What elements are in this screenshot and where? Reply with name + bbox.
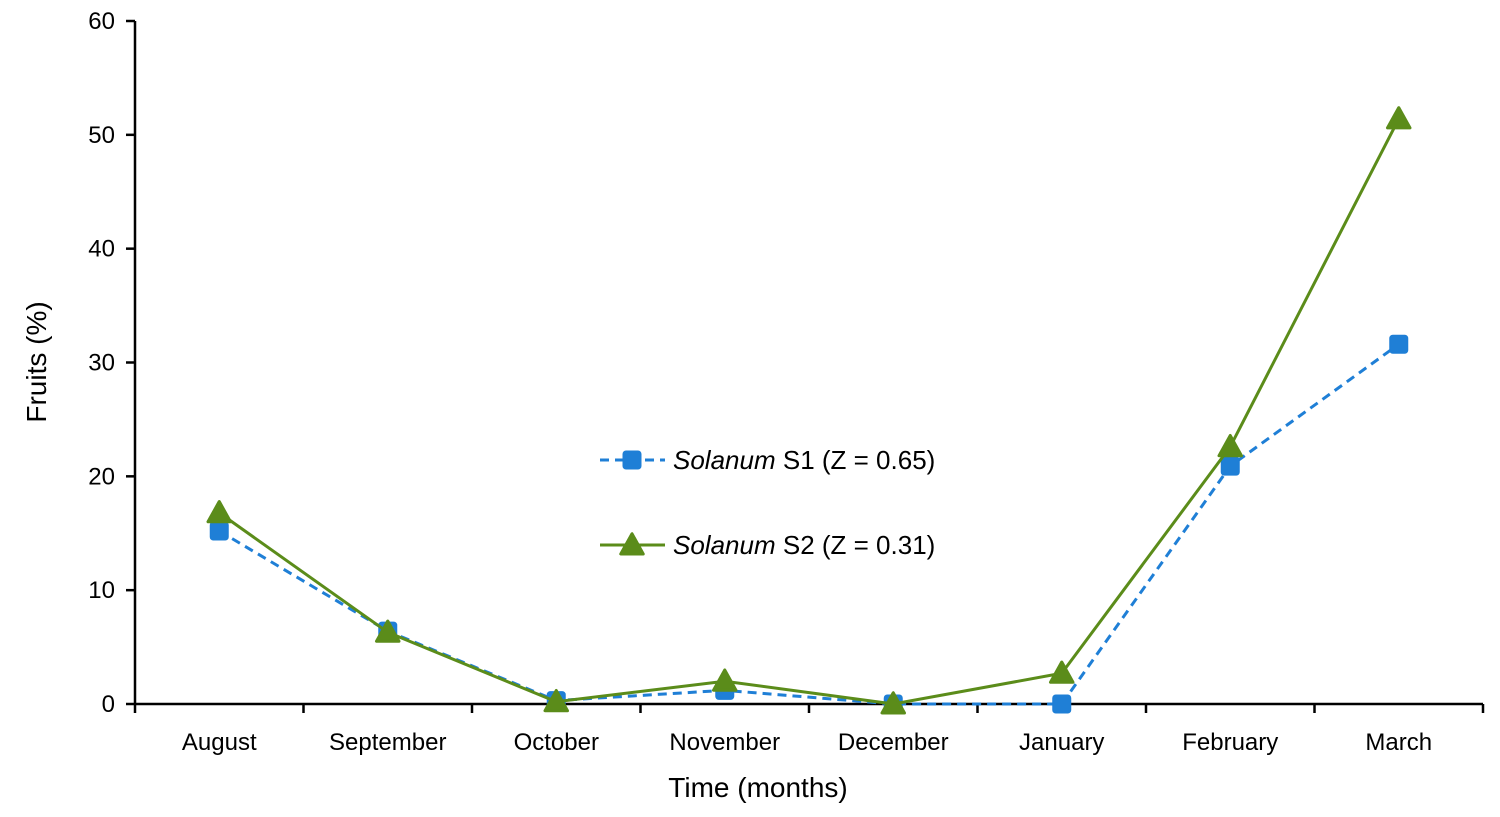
x-tick-label: November	[669, 729, 780, 756]
x-tick-label: October	[514, 729, 599, 756]
series-1	[209, 334, 1409, 714]
x-tick-label: September	[329, 729, 446, 756]
data-point	[543, 688, 569, 713]
y-axis-title: Fruits (%)	[21, 301, 52, 422]
data-point	[209, 521, 229, 541]
data-point	[1220, 456, 1240, 476]
x-tick-label: January	[1019, 729, 1104, 756]
data-point	[1049, 660, 1075, 684]
x-tick-label: December	[838, 729, 949, 756]
y-tick-label: 30	[88, 350, 115, 377]
legend-entry-2: Solanum S2 (Z = 0.31)	[600, 530, 935, 560]
y-tick-label: 50	[88, 122, 115, 149]
series-line	[218, 118, 1401, 706]
axes: 0 10 20 30 40 50 60 August September October Novem…	[88, 8, 1485, 756]
series-line	[218, 343, 1400, 706]
legend-label: Solanum S1 (Z = 0.65)	[673, 445, 935, 475]
data-point	[1217, 433, 1243, 458]
legend-label-rest: S1 (Z = 0.65)	[776, 445, 936, 475]
x-tick-label: August	[182, 729, 257, 756]
data-point	[1389, 334, 1409, 354]
data-point	[712, 668, 738, 692]
y-tick-label: 10	[88, 577, 115, 604]
data-point	[206, 500, 232, 524]
data-point	[1052, 694, 1072, 714]
data-point	[375, 619, 401, 643]
legend-label-rest: S2 (Z = 0.31)	[776, 530, 936, 560]
x-tick-label: March	[1365, 729, 1432, 756]
x-tick-label: February	[1182, 729, 1278, 756]
legend-label: Solanum S2 (Z = 0.31)	[673, 530, 935, 560]
data-point	[880, 691, 906, 715]
legend-label-italic: Solanum	[673, 445, 776, 475]
y-tick-label: 20	[88, 463, 115, 490]
legend-entry-1: Solanum S1 (Z = 0.65)	[600, 445, 935, 475]
data-point	[1386, 106, 1412, 130]
data-point	[619, 532, 645, 556]
x-axis-title: Time (months)	[668, 772, 847, 803]
y-tick-label: 0	[102, 691, 115, 718]
y-tick-label: 60	[88, 8, 115, 35]
series-layer	[206, 106, 1412, 715]
legend-label-italic: Solanum	[673, 530, 776, 560]
data-point	[622, 450, 642, 470]
series-2	[206, 106, 1412, 715]
legend: Solanum S1 (Z = 0.65)Solanum S2 (Z = 0.3…	[600, 445, 935, 560]
y-tick-label: 40	[88, 236, 115, 263]
